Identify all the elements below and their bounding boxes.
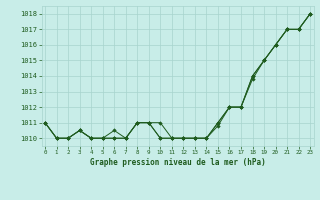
X-axis label: Graphe pression niveau de la mer (hPa): Graphe pression niveau de la mer (hPa) (90, 158, 266, 167)
